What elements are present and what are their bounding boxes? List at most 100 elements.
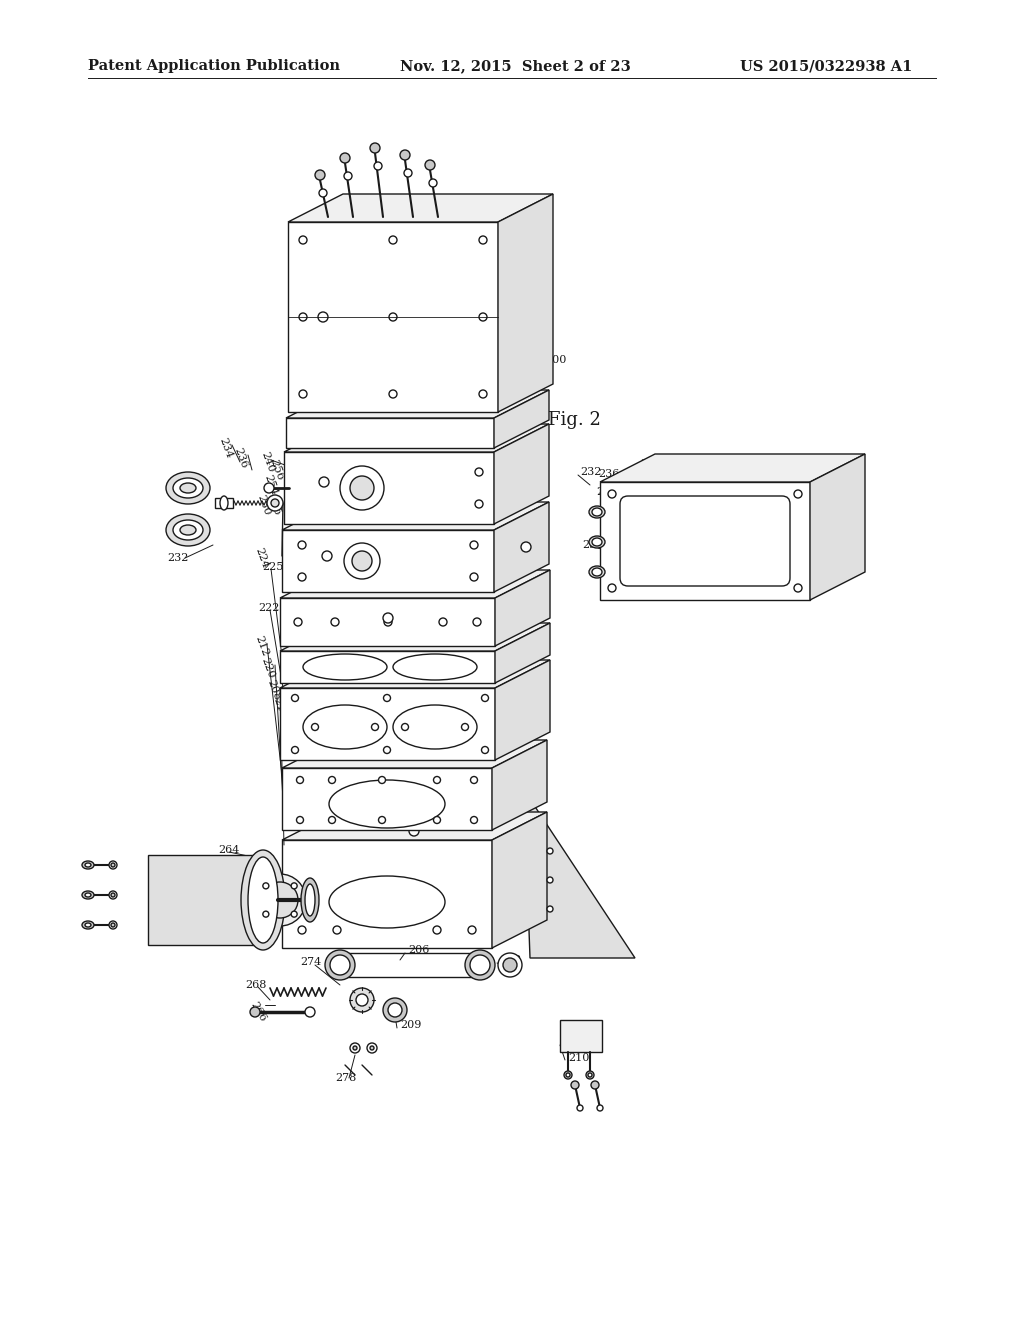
Circle shape xyxy=(329,817,336,824)
Text: Fig. 2: Fig. 2 xyxy=(548,411,601,429)
Bar xyxy=(560,1020,602,1052)
Circle shape xyxy=(298,927,306,935)
Ellipse shape xyxy=(267,495,283,511)
Text: 206: 206 xyxy=(408,945,429,954)
Polygon shape xyxy=(280,623,550,651)
Circle shape xyxy=(352,550,372,572)
Ellipse shape xyxy=(262,882,298,917)
Circle shape xyxy=(353,1045,357,1049)
Circle shape xyxy=(367,1043,377,1053)
Ellipse shape xyxy=(248,857,278,942)
Text: 225: 225 xyxy=(262,562,284,572)
Polygon shape xyxy=(288,222,498,412)
Circle shape xyxy=(379,817,385,824)
Circle shape xyxy=(794,490,802,498)
Circle shape xyxy=(429,180,437,187)
Text: 228: 228 xyxy=(436,414,458,425)
Polygon shape xyxy=(282,840,492,948)
Circle shape xyxy=(372,723,379,730)
Text: 270: 270 xyxy=(255,862,276,873)
Ellipse shape xyxy=(255,895,273,913)
Ellipse shape xyxy=(465,950,495,979)
Circle shape xyxy=(462,723,469,730)
Circle shape xyxy=(344,172,352,180)
Ellipse shape xyxy=(271,499,279,507)
Ellipse shape xyxy=(173,520,203,540)
Circle shape xyxy=(586,1071,594,1078)
Ellipse shape xyxy=(325,950,355,979)
Circle shape xyxy=(384,694,390,701)
Circle shape xyxy=(468,927,476,935)
Text: 222: 222 xyxy=(258,603,280,612)
Ellipse shape xyxy=(303,705,387,748)
Ellipse shape xyxy=(592,568,602,576)
Text: 209: 209 xyxy=(400,1020,421,1030)
Circle shape xyxy=(470,541,478,549)
Polygon shape xyxy=(282,741,547,768)
Text: 212: 212 xyxy=(253,635,270,657)
Polygon shape xyxy=(495,660,550,760)
Circle shape xyxy=(109,891,117,899)
Circle shape xyxy=(566,1073,570,1077)
Circle shape xyxy=(350,1043,360,1053)
Ellipse shape xyxy=(254,874,306,927)
Circle shape xyxy=(591,1081,599,1089)
Text: 268: 268 xyxy=(245,979,266,990)
Ellipse shape xyxy=(250,890,278,917)
Ellipse shape xyxy=(592,508,602,516)
Ellipse shape xyxy=(589,506,605,517)
Circle shape xyxy=(597,1105,603,1111)
Circle shape xyxy=(547,847,553,854)
Circle shape xyxy=(433,817,440,824)
Ellipse shape xyxy=(393,653,477,680)
Text: 216: 216 xyxy=(520,795,542,805)
Circle shape xyxy=(473,618,481,626)
Circle shape xyxy=(294,618,302,626)
Polygon shape xyxy=(286,418,494,447)
Circle shape xyxy=(329,776,336,784)
Text: 266: 266 xyxy=(249,999,268,1023)
Text: 274: 274 xyxy=(300,957,322,968)
Circle shape xyxy=(298,573,306,581)
Ellipse shape xyxy=(173,478,203,498)
Circle shape xyxy=(344,543,380,579)
Circle shape xyxy=(250,1007,260,1016)
Polygon shape xyxy=(495,570,550,645)
Polygon shape xyxy=(284,424,549,451)
Circle shape xyxy=(340,466,384,510)
Polygon shape xyxy=(600,454,865,482)
Bar xyxy=(215,498,233,508)
Polygon shape xyxy=(810,454,865,601)
Circle shape xyxy=(564,1071,572,1078)
Circle shape xyxy=(400,150,410,160)
Polygon shape xyxy=(492,812,547,948)
Circle shape xyxy=(297,776,303,784)
Circle shape xyxy=(425,160,435,170)
Ellipse shape xyxy=(250,890,278,917)
Text: 264: 264 xyxy=(218,845,240,855)
Ellipse shape xyxy=(255,895,273,913)
Circle shape xyxy=(315,170,325,180)
Ellipse shape xyxy=(82,861,94,869)
FancyBboxPatch shape xyxy=(620,496,790,586)
Text: 242: 242 xyxy=(427,436,449,445)
Text: 204: 204 xyxy=(640,459,662,469)
Polygon shape xyxy=(282,531,494,591)
Text: 202: 202 xyxy=(507,425,528,436)
Circle shape xyxy=(305,1007,315,1016)
Text: 210: 210 xyxy=(568,1053,590,1063)
Ellipse shape xyxy=(498,953,522,977)
Text: 240: 240 xyxy=(259,450,276,474)
Ellipse shape xyxy=(350,987,374,1012)
Text: 220: 220 xyxy=(259,656,276,680)
Ellipse shape xyxy=(329,876,445,928)
Ellipse shape xyxy=(470,954,490,975)
Circle shape xyxy=(571,1081,579,1089)
Circle shape xyxy=(608,583,616,591)
Circle shape xyxy=(370,1045,374,1049)
Ellipse shape xyxy=(180,525,196,535)
Ellipse shape xyxy=(255,895,273,913)
Circle shape xyxy=(109,921,117,929)
Circle shape xyxy=(439,618,447,626)
Polygon shape xyxy=(280,598,495,645)
